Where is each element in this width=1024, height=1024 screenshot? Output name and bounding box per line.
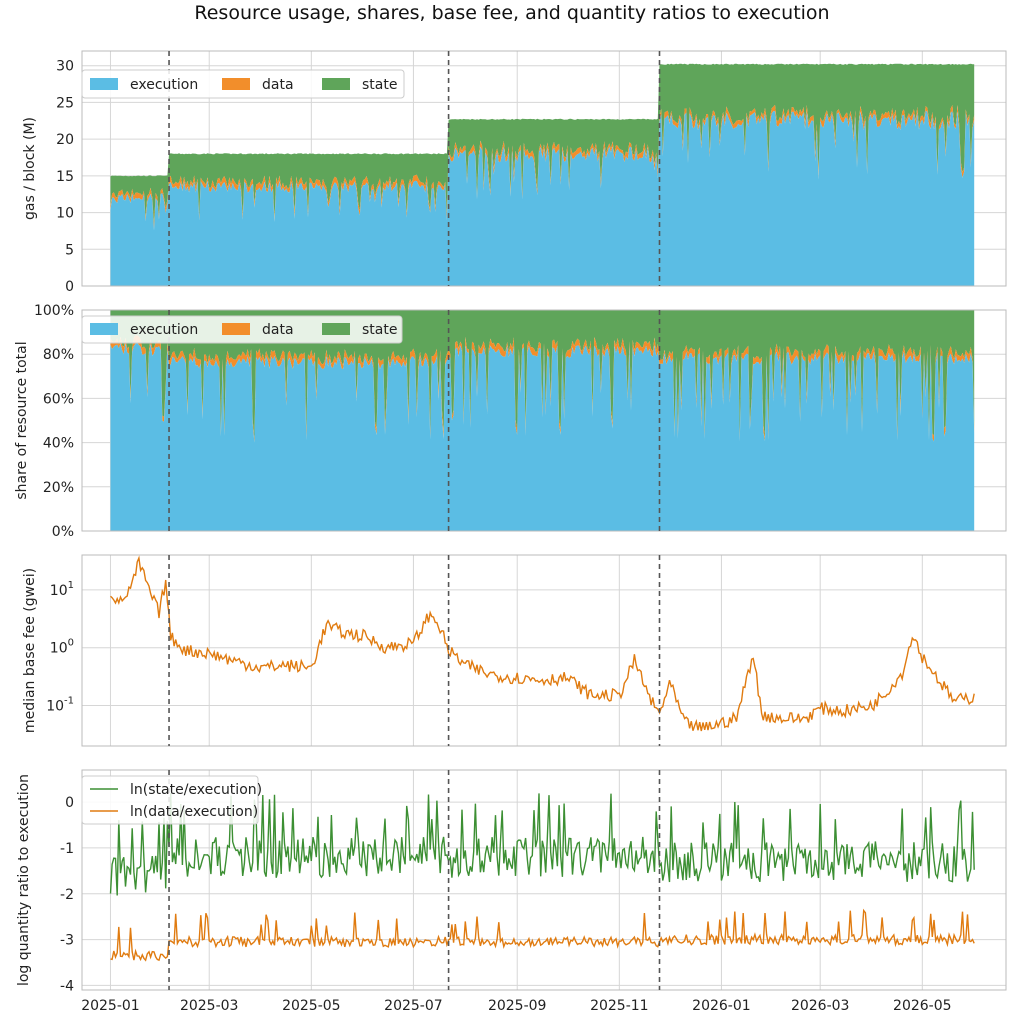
share-legend: execution data state	[81, 315, 403, 344]
plot-border	[81, 309, 1007, 532]
y-tick-label: 80%	[43, 347, 74, 363]
plot-border	[81, 554, 1007, 747]
y-tick-label: 10-1	[46, 696, 74, 715]
usage-y-label: gas / block (M)	[22, 117, 38, 220]
legend-swatch-data	[222, 323, 250, 335]
x-tick-label: 2026-01	[692, 998, 751, 1014]
state-area	[110, 63, 975, 226]
y-tick-label: -4	[60, 978, 74, 994]
figure-title: Resource usage, shares, base fee, and qu…	[194, 2, 829, 24]
ratio-y-label: log quantity ratio to execution	[16, 774, 32, 986]
y-tick-label: -2	[60, 887, 74, 903]
basefee-line	[110, 555, 975, 732]
share-y-label: share of resource total	[14, 341, 30, 499]
y-tick-label: 60%	[43, 391, 74, 407]
x-tick-label: 2025-11	[590, 998, 649, 1014]
y-tick-label: 0	[65, 795, 74, 811]
x-tick-label: 2025-09	[488, 998, 547, 1014]
x-tick-label: 2026-05	[893, 998, 952, 1014]
x-tick-label: 2026-03	[791, 998, 850, 1014]
basefee-y-label: median base fee (gwei)	[22, 568, 38, 733]
y-tick-label: -1	[60, 841, 74, 857]
y-tick-label: 10	[56, 206, 74, 222]
legend-swatch-state	[322, 78, 350, 90]
legend-swatch-execution	[90, 323, 118, 335]
y-tick-label: 30	[56, 59, 74, 75]
legend-label-state: state	[362, 322, 397, 338]
share-panel: 0% 20% 40% 60% 80% 100%	[34, 303, 1007, 540]
y-tick-label: 0%	[52, 524, 74, 540]
legend-label-data-ratio: ln(data/execution)	[130, 804, 258, 820]
data-ratio-line	[110, 908, 975, 962]
legend-label-data: data	[262, 77, 294, 93]
y-tick-label: 15	[56, 169, 74, 185]
legend-swatch-state	[322, 323, 350, 335]
legend-label-state-ratio: ln(state/execution)	[130, 782, 262, 798]
y-tick-label: 25	[56, 95, 74, 111]
execution-area	[110, 342, 975, 531]
x-tick-label: 2025-01	[81, 998, 140, 1014]
ratio-legend: ln(state/execution) ln(data/execution)	[81, 775, 262, 825]
plot-border	[81, 50, 1007, 287]
legend-swatch-data	[222, 78, 250, 90]
y-tick-label: -3	[60, 933, 74, 949]
y-tick-label: 40%	[43, 436, 74, 452]
x-tick-label: 2025-03	[180, 998, 239, 1014]
data-area	[110, 335, 975, 443]
plot-border	[81, 769, 1007, 991]
legend-label-data: data	[262, 322, 294, 338]
legend-label-execution: execution	[130, 77, 198, 93]
y-tick-label: 20%	[43, 480, 74, 496]
usage-legend: execution data state	[81, 69, 405, 99]
data-area	[110, 104, 975, 231]
y-tick-label: 100	[50, 638, 74, 657]
y-tick-label: 100%	[34, 303, 74, 319]
basefee-panel: 10-1 100 101	[46, 554, 1007, 747]
x-tick-label: 2025-07	[384, 998, 443, 1014]
legend-label-execution: execution	[130, 322, 198, 338]
x-tick-label: 2025-05	[282, 998, 341, 1014]
y-tick-label: 20	[56, 132, 74, 148]
legend-label-state: state	[362, 77, 397, 93]
y-tick-label: 101	[50, 580, 74, 599]
legend-swatch-execution	[90, 78, 118, 90]
plot-background	[82, 555, 1006, 746]
y-tick-label: 0	[65, 279, 74, 295]
execution-area	[110, 110, 975, 286]
usage-panel: 0 5 10 15 20 25 30	[56, 50, 1007, 295]
y-tick-label: 5	[65, 242, 74, 258]
